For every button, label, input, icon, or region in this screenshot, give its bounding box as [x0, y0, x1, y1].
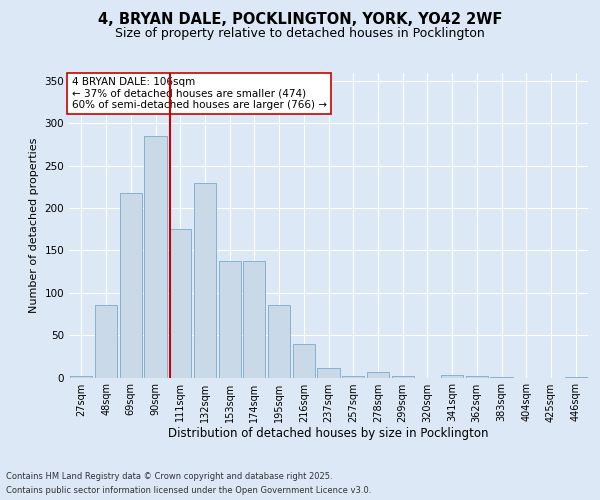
- Bar: [293, 344, 315, 378]
- Bar: [119, 193, 142, 378]
- Bar: [243, 260, 265, 378]
- Bar: [268, 306, 290, 378]
- Text: Contains HM Land Registry data © Crown copyright and database right 2025.: Contains HM Land Registry data © Crown c…: [6, 472, 332, 481]
- Bar: [466, 376, 488, 378]
- Y-axis label: Number of detached properties: Number of detached properties: [29, 138, 39, 312]
- Text: Size of property relative to detached houses in Pocklington: Size of property relative to detached ho…: [115, 28, 485, 40]
- Bar: [392, 376, 414, 378]
- Bar: [95, 306, 117, 378]
- Bar: [565, 376, 587, 378]
- Text: Contains public sector information licensed under the Open Government Licence v3: Contains public sector information licen…: [6, 486, 371, 495]
- Bar: [194, 182, 216, 378]
- Text: 4 BRYAN DALE: 106sqm
← 37% of detached houses are smaller (474)
60% of semi-deta: 4 BRYAN DALE: 106sqm ← 37% of detached h…: [71, 77, 326, 110]
- Bar: [317, 368, 340, 378]
- X-axis label: Distribution of detached houses by size in Pocklington: Distribution of detached houses by size …: [168, 428, 489, 440]
- Text: 4, BRYAN DALE, POCKLINGTON, YORK, YO42 2WF: 4, BRYAN DALE, POCKLINGTON, YORK, YO42 2…: [98, 12, 502, 28]
- Bar: [145, 136, 167, 378]
- Bar: [441, 375, 463, 378]
- Bar: [490, 376, 512, 378]
- Bar: [169, 229, 191, 378]
- Bar: [218, 260, 241, 378]
- Bar: [367, 372, 389, 378]
- Bar: [342, 376, 364, 378]
- Bar: [70, 376, 92, 378]
